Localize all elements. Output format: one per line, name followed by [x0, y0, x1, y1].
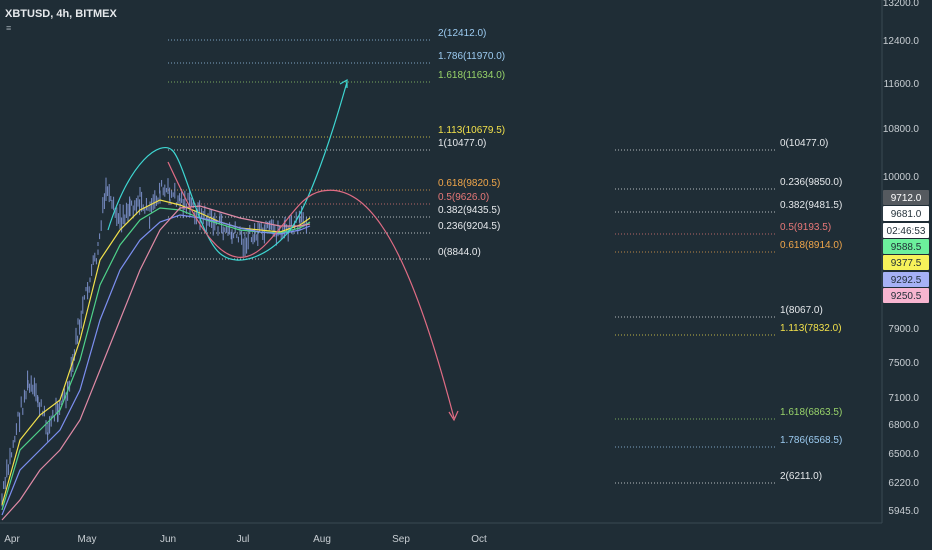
- fib-level-label: 0(8844.0): [438, 247, 481, 258]
- ma-blue-line: [1, 214, 311, 516]
- price-tag: [883, 223, 929, 238]
- x-tick-label: Sep: [392, 534, 410, 545]
- price-tag: [883, 190, 929, 205]
- price-tag-label: 9712.0: [891, 193, 922, 204]
- bullish-projection-line: [107, 81, 348, 261]
- price-tag-label: 9377.5: [891, 258, 922, 269]
- bearish-projection-arrowhead: [448, 410, 459, 422]
- fib-level-label: 0(10477.0): [780, 138, 828, 149]
- x-tick-label: Jun: [160, 534, 176, 545]
- ma-yellow-line: [1, 199, 311, 506]
- y-tick-label: 7500.0: [888, 358, 919, 369]
- symbol-title: XBTUSD, 4h, BITMEX: [5, 8, 117, 20]
- y-tick-label: 7100.0: [888, 393, 919, 404]
- y-tick-label: 6500.0: [888, 449, 919, 460]
- y-tick-label: 10000.0: [883, 172, 920, 183]
- fib-level-label: 0.618(9820.5): [438, 178, 500, 189]
- fib-level-label: 1(10477.0): [438, 138, 486, 149]
- price-tag-label: 9250.5: [891, 291, 922, 302]
- y-tick-label: 12400.0: [883, 36, 920, 47]
- fib-level-label: 1.113(7832.0): [780, 323, 842, 334]
- fib-level-label: 2(6211.0): [780, 471, 822, 482]
- fib-level-label: 0.236(9204.5): [438, 221, 500, 232]
- price-tag: [883, 255, 929, 270]
- fib-level-label: 0.618(8914.0): [780, 240, 842, 251]
- y-tick-label: 10800.0: [883, 124, 920, 135]
- price-tag: [883, 239, 929, 254]
- fib-level-label: 0.5(9626.0): [438, 192, 489, 203]
- y-tick-label: 5945.0: [888, 506, 919, 517]
- fib-level-label: 0.382(9435.5): [438, 205, 500, 216]
- price-tag-label: 9588.5: [891, 242, 922, 253]
- price-tag-label: 9681.0: [891, 209, 922, 220]
- y-tick-label: 6800.0: [888, 420, 919, 431]
- bullish-projection-arrowhead: [339, 78, 348, 88]
- x-tick-label: Apr: [4, 534, 20, 545]
- price-tag: [883, 206, 929, 221]
- ma-pink-line: [1, 205, 311, 521]
- y-tick-label: 11600.0: [884, 79, 920, 90]
- x-tick-label: Oct: [471, 534, 487, 545]
- fib-level-label: 1.618(11634.0): [438, 70, 505, 81]
- fib-level-label: 1.113(10679.5): [438, 125, 505, 136]
- fib-level-label: 1.786(11970.0): [438, 51, 505, 62]
- y-tick-label: 6220.0: [888, 478, 919, 489]
- fib-level-label: 1.786(6568.5): [780, 435, 842, 446]
- x-tick-label: Aug: [313, 534, 331, 545]
- x-tick-label: Jul: [237, 534, 250, 545]
- price-tag: [883, 272, 929, 287]
- y-tick-label: 7900.0: [888, 324, 919, 335]
- price-tag-label: 02:46:53: [887, 226, 926, 237]
- legend-toggle-icon[interactable]: ≡: [6, 23, 12, 33]
- fib-level-label: 0.236(9850.0): [780, 177, 842, 188]
- price-tag: [883, 288, 929, 303]
- fib-level-label: 2(12412.0): [438, 28, 486, 39]
- price-tag-label: 9292.5: [891, 275, 922, 286]
- fib-level-label: 0.382(9481.5): [780, 200, 842, 211]
- fib-level-label: 1.618(6863.5): [780, 407, 842, 418]
- x-tick-label: May: [78, 534, 97, 545]
- y-tick-label: 13200.0: [883, 0, 920, 9]
- fib-level-label: 0.5(9193.5): [780, 222, 831, 233]
- bearish-projection-line: [167, 161, 455, 419]
- fib-level-label: 1(8067.0): [780, 305, 823, 316]
